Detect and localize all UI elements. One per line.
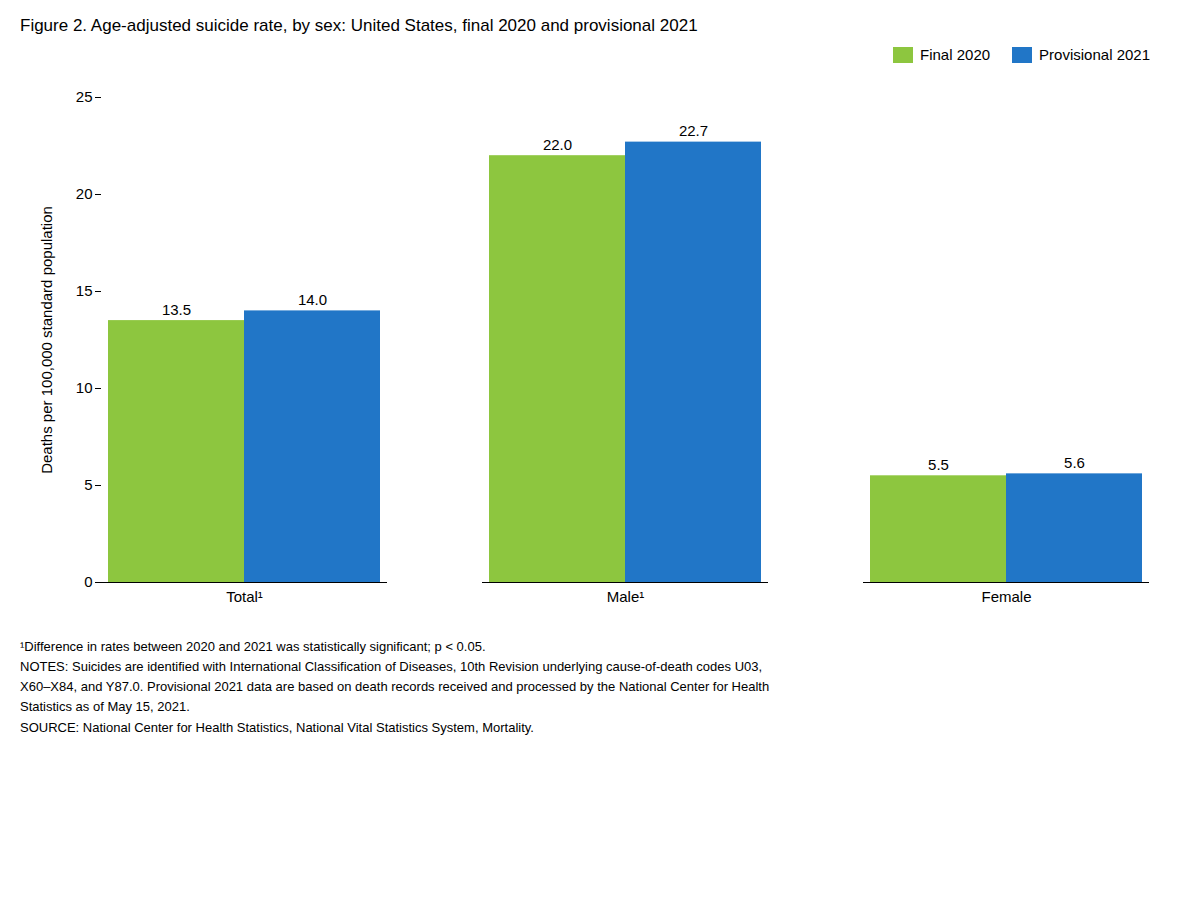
svg-text:Male¹: Male¹ [607, 588, 645, 605]
html-text:SOURCE: National Center for He: SOURCE: National Center for Health Stati… [20, 719, 534, 735]
svg-text:0: 0 [84, 573, 92, 590]
html-text:Statistics as of May 15, 2021.: Statistics as of May 15, 2021. [20, 699, 190, 715]
html-text:Final 2020: Final 2020 [920, 46, 991, 63]
svg-text:10: 10 [76, 379, 93, 396]
svg-text:15: 15 [76, 282, 93, 299]
svg-text:Female: Female [981, 588, 1031, 605]
html-text:¹Difference in rates between 2: ¹Difference in rates between 2020 and 20… [20, 639, 486, 654]
svg-text:Total¹: Total¹ [226, 588, 263, 605]
svg-text:14.0: 14.0 [298, 291, 327, 308]
svg-text:Deaths per 100,000 standard po: Deaths per 100,000 standard population [38, 206, 55, 474]
html-text:X60–X84, and Y87.0. Provisiona: X60–X84, and Y87.0. Provisional 2021 dat… [20, 679, 770, 695]
html-text:Provisional 2021: Provisional 2021 [1039, 46, 1150, 63]
svg-text:22.7: 22.7 [679, 122, 708, 139]
svg-text:20: 20 [76, 185, 93, 202]
svg-text:22.0: 22.0 [543, 136, 572, 153]
html-text:NOTES: Suicides are identified: NOTES: Suicides are identified with Inte… [20, 659, 763, 675]
svg-text:25: 25 [76, 88, 93, 105]
html-text:Figure 2. Age-adjusted suicide: Figure 2. Age-adjusted suicide rate, by … [20, 16, 698, 35]
svg-text:5.5: 5.5 [928, 456, 949, 473]
svg-text:13.5: 13.5 [162, 301, 191, 318]
svg-text:5.6: 5.6 [1064, 454, 1085, 471]
svg-text:5: 5 [84, 476, 92, 493]
